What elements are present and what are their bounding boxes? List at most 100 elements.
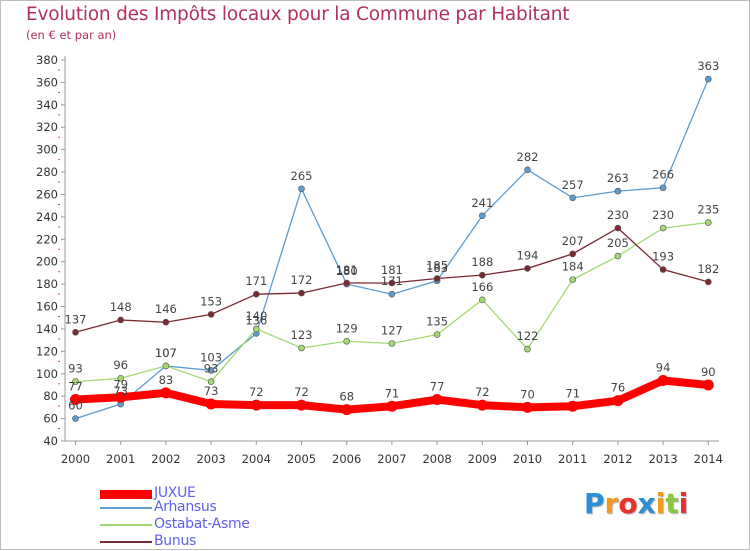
data-label: 71 xyxy=(565,386,580,400)
data-point xyxy=(72,329,79,336)
y-tick-label: 320 xyxy=(36,120,58,134)
data-label: 180 xyxy=(336,264,358,278)
data-point xyxy=(524,265,531,272)
data-point xyxy=(250,399,262,411)
data-point xyxy=(478,212,486,220)
data-label: 257 xyxy=(562,178,584,192)
data-point xyxy=(522,401,533,413)
data-label: 93 xyxy=(68,362,83,376)
legend-label: JUXUE xyxy=(154,485,196,501)
y-tick-label: 40 xyxy=(43,434,58,448)
x-tick-label: 2004 xyxy=(242,452,271,466)
data-label: 207 xyxy=(562,234,584,248)
y-tick-label: 180 xyxy=(36,277,58,291)
data-label: 241 xyxy=(471,196,493,210)
data-point xyxy=(207,378,215,385)
y-tick-label: 280 xyxy=(36,165,58,179)
x-tick-label: 2013 xyxy=(648,452,677,466)
data-point xyxy=(614,187,622,195)
data-label: 73 xyxy=(204,384,219,398)
legend-label: Ostabat-Asme xyxy=(154,516,250,532)
data-point xyxy=(612,395,624,407)
logo-letter: o xyxy=(618,487,638,520)
legend-swatch xyxy=(100,489,152,499)
data-point xyxy=(296,399,307,411)
data-label: 71 xyxy=(385,386,400,400)
chart-title: Evolution des Impôts locaux pour la Comm… xyxy=(26,4,570,25)
y-tick-label: 380 xyxy=(36,53,58,67)
logo-letter: i xyxy=(655,487,666,520)
data-point xyxy=(115,391,127,403)
y-tick-label: 360 xyxy=(36,75,58,89)
x-tick-label: 2005 xyxy=(287,452,316,466)
data-point xyxy=(341,404,353,416)
logo-letter: r xyxy=(604,487,619,520)
data-label: 140 xyxy=(245,309,267,323)
data-point xyxy=(207,367,215,374)
chart-subtitle: (en € et par an) xyxy=(26,28,117,42)
data-label: 137 xyxy=(65,312,87,326)
data-label: 93 xyxy=(204,362,219,376)
data-label: 72 xyxy=(249,385,264,399)
data-label: 76 xyxy=(611,381,626,395)
data-point xyxy=(162,318,170,326)
data-point xyxy=(569,194,577,202)
data-label: 146 xyxy=(155,302,177,316)
data-point xyxy=(388,279,396,287)
data-point xyxy=(388,290,396,298)
data-point xyxy=(117,316,124,324)
data-point xyxy=(298,344,305,352)
data-label: 68 xyxy=(339,390,354,404)
data-label: 263 xyxy=(607,171,629,185)
data-point xyxy=(569,276,577,283)
legend-swatch xyxy=(100,524,152,526)
data-label: 363 xyxy=(697,59,719,73)
data-label: 135 xyxy=(426,315,448,329)
data-point xyxy=(704,75,712,83)
data-label: 171 xyxy=(381,274,403,288)
data-label: 205 xyxy=(607,236,629,250)
data-point xyxy=(386,400,398,412)
data-label: 77 xyxy=(430,380,445,394)
data-point xyxy=(343,337,351,345)
data-point xyxy=(252,290,260,298)
data-label: 185 xyxy=(426,259,448,273)
data-label: 72 xyxy=(475,385,490,399)
data-label: 94 xyxy=(656,360,671,374)
data-point xyxy=(433,275,441,282)
data-label: 171 xyxy=(245,274,267,288)
data-label: 103 xyxy=(200,350,222,364)
legend-swatch xyxy=(100,541,152,543)
proxiti-logo: Proxiti xyxy=(584,487,688,520)
data-point xyxy=(72,415,79,422)
legend-label: Bunus xyxy=(154,533,197,549)
data-point xyxy=(207,311,215,318)
data-label: 136 xyxy=(245,313,267,327)
data-label: 153 xyxy=(200,294,222,308)
data-label: 235 xyxy=(697,202,719,216)
data-point xyxy=(343,279,351,287)
data-label: 193 xyxy=(652,250,674,264)
data-label: 90 xyxy=(701,365,716,379)
data-label: 129 xyxy=(336,321,358,335)
data-label: 107 xyxy=(155,346,177,360)
data-label: 188 xyxy=(471,255,493,269)
data-point xyxy=(567,400,579,412)
logo-letter: t xyxy=(665,487,679,520)
y-tick-label: 140 xyxy=(36,322,58,336)
data-label: 107 xyxy=(155,346,177,360)
y-tick-label: 80 xyxy=(43,389,58,403)
data-point xyxy=(659,184,667,192)
data-label: 123 xyxy=(291,328,313,342)
data-label: 181 xyxy=(336,263,358,277)
data-point xyxy=(298,185,305,193)
data-point xyxy=(569,250,577,258)
logo-letter: i xyxy=(678,487,689,520)
data-point xyxy=(388,340,396,347)
data-label: 182 xyxy=(697,262,719,276)
data-label: 282 xyxy=(517,150,539,164)
data-label: 60 xyxy=(68,399,83,413)
y-tick-label: 220 xyxy=(36,232,58,246)
data-label: 230 xyxy=(652,208,674,222)
x-tick-label: 2014 xyxy=(694,452,723,466)
